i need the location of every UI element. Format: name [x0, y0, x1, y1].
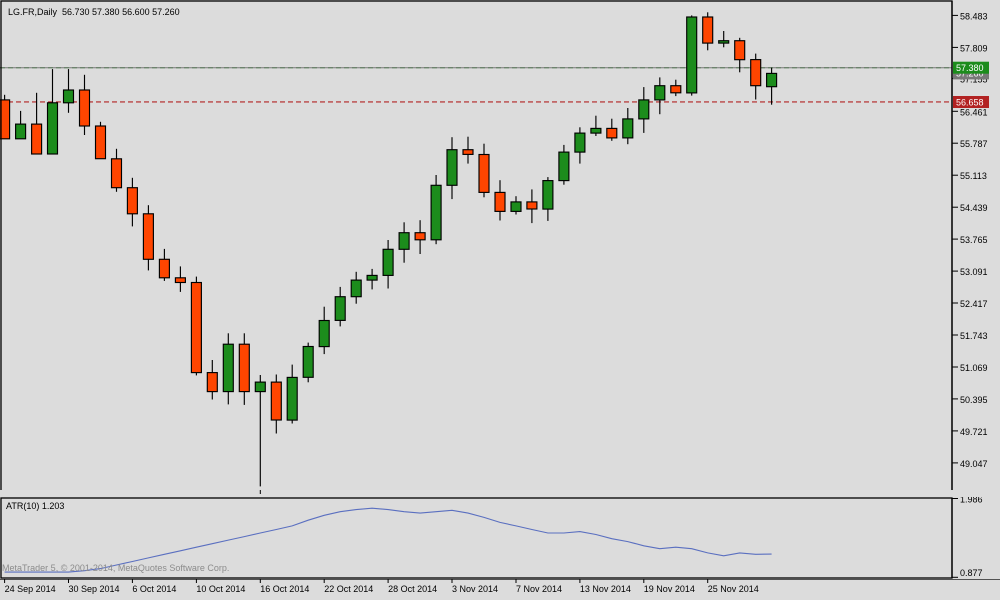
svg-text:57.380: 57.380 — [956, 63, 984, 73]
svg-text:49.047: 49.047 — [960, 459, 988, 469]
svg-text:25 Nov 2014: 25 Nov 2014 — [708, 584, 759, 594]
svg-text:28 Oct 2014: 28 Oct 2014 — [388, 584, 437, 594]
svg-text:16 Oct 2014: 16 Oct 2014 — [260, 584, 309, 594]
svg-text:53.765: 53.765 — [960, 235, 988, 245]
svg-text:6 Oct 2014: 6 Oct 2014 — [132, 584, 176, 594]
svg-text:0.877: 0.877 — [960, 568, 983, 578]
svg-text:55.787: 55.787 — [960, 139, 988, 149]
svg-text:MetaTrader 5, © 2001-2014, Met: MetaTrader 5, © 2001-2014, MetaQuotes So… — [2, 563, 229, 573]
svg-text:57.809: 57.809 — [960, 43, 988, 53]
svg-text:52.417: 52.417 — [960, 299, 988, 309]
svg-text:56.461: 56.461 — [960, 107, 988, 117]
svg-text:1.986: 1.986 — [960, 497, 983, 505]
svg-text:54.439: 54.439 — [960, 203, 988, 213]
svg-text:ATR(10) 1.203: ATR(10) 1.203 — [6, 501, 64, 511]
svg-text:50.395: 50.395 — [960, 395, 988, 405]
svg-text:22 Oct 2014: 22 Oct 2014 — [324, 584, 373, 594]
svg-text:58.483: 58.483 — [960, 11, 988, 21]
svg-text:49.721: 49.721 — [960, 427, 988, 437]
svg-text:19 Nov 2014: 19 Nov 2014 — [644, 584, 695, 594]
svg-text:53.091: 53.091 — [960, 267, 988, 277]
svg-text:30 Sep 2014: 30 Sep 2014 — [69, 584, 120, 594]
svg-text:55.113: 55.113 — [960, 171, 987, 181]
svg-text:24 Sep 2014: 24 Sep 2014 — [5, 584, 56, 594]
svg-text:3 Nov 2014: 3 Nov 2014 — [452, 584, 498, 594]
svg-text:56.658: 56.658 — [956, 97, 984, 107]
svg-text:51.743: 51.743 — [960, 331, 988, 341]
svg-text:13 Nov 2014: 13 Nov 2014 — [580, 584, 631, 594]
svg-text:10 Oct 2014: 10 Oct 2014 — [196, 584, 245, 594]
svg-text:51.069: 51.069 — [960, 363, 988, 373]
svg-text:7 Nov 2014: 7 Nov 2014 — [516, 584, 562, 594]
